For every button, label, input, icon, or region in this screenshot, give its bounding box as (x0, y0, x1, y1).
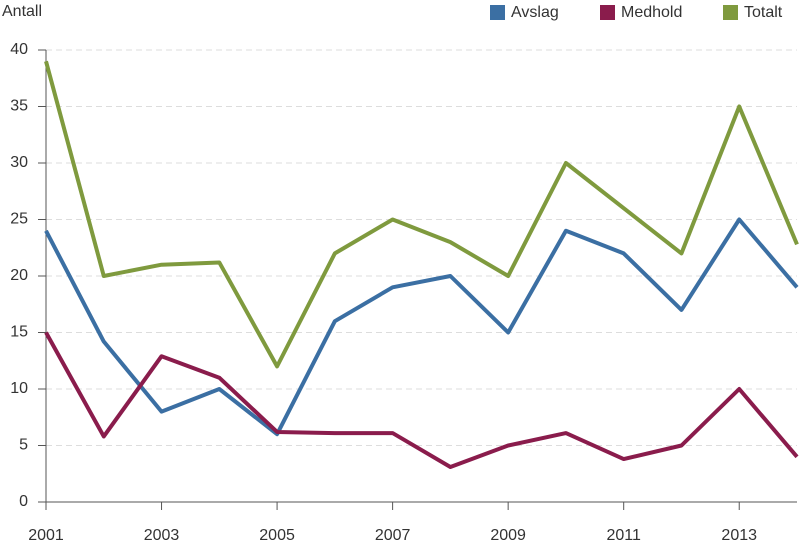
legend-item: Medhold (600, 4, 682, 21)
legend-swatch (490, 5, 505, 20)
x-tick-label: 2001 (28, 527, 64, 544)
x-tick-label: 2011 (606, 527, 641, 544)
y-axis-label: Antall (2, 3, 42, 20)
legend-swatch (600, 5, 615, 20)
x-tick-label: 2007 (375, 527, 411, 544)
legend-item: Totalt (723, 4, 783, 21)
y-tick-label: 20 (10, 267, 28, 284)
y-tick-label: 10 (10, 380, 28, 397)
y-tick-label: 40 (10, 41, 28, 58)
x-tick-label: 2013 (721, 527, 757, 544)
line (44, 331, 799, 469)
legend-label: Medhold (621, 4, 682, 21)
y-tick-label: 35 (10, 98, 28, 115)
y-tick-label: 25 (10, 211, 28, 228)
x-tick-label: 2009 (490, 527, 526, 544)
legend-swatch (723, 5, 738, 20)
legend-label: Totalt (744, 4, 783, 21)
line (44, 217, 799, 437)
legend-label: Avslag (511, 4, 559, 21)
y-tick-label: 30 (10, 154, 28, 171)
legend-item: Avslag (490, 4, 559, 21)
y-tick-label: 5 (19, 437, 28, 454)
x-tick-label: 2003 (144, 527, 180, 544)
y-tick-label: 15 (10, 324, 28, 341)
y-tick-label: 0 (19, 493, 28, 510)
x-tick-label: 2005 (259, 527, 295, 544)
line (44, 60, 799, 369)
